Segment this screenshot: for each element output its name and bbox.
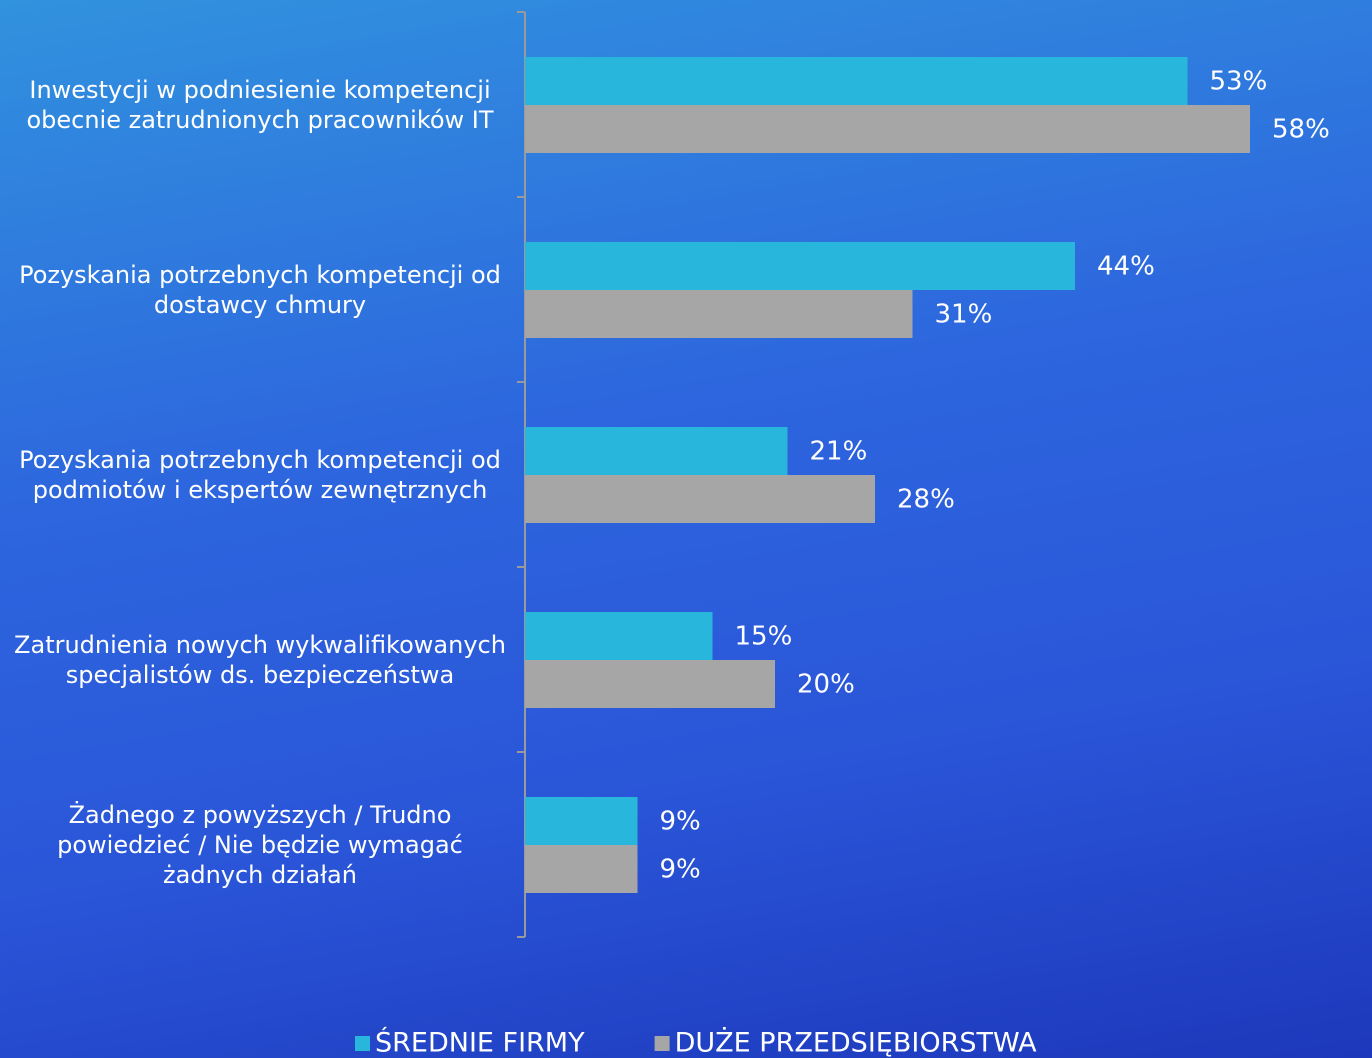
- category-label-box: Żadnego z powyższych / Trudno powiedzieć…: [0, 752, 520, 937]
- value-label: 58%: [1272, 115, 1330, 145]
- bar: [525, 797, 638, 845]
- bar: [525, 660, 775, 708]
- value-label: 44%: [1097, 252, 1155, 282]
- legend-label: ŚREDNIE FIRMY: [375, 1027, 585, 1058]
- category-label: Żadnego z powyższych / Trudno powiedzieć…: [57, 800, 463, 889]
- value-label: 21%: [810, 437, 868, 467]
- bar: [525, 242, 1075, 290]
- value-label: 20%: [797, 670, 855, 700]
- bar: [525, 427, 788, 475]
- legend-label: DUŻE PRZEDSIĘBIORSTWA: [675, 1027, 1038, 1058]
- bar: [525, 475, 875, 523]
- category-label-box: Pozyskania potrzebnych kompetencji od do…: [0, 197, 520, 382]
- value-label: 28%: [897, 485, 955, 515]
- category-label: Pozyskania potrzebnych kompetencji od do…: [19, 260, 501, 319]
- category-label: Inwestycji w podniesienie kompetencji ob…: [26, 75, 494, 134]
- value-label: 53%: [1210, 67, 1268, 97]
- category-label: Zatrudnienia nowych wykwalifikowanych sp…: [14, 630, 506, 689]
- legend-swatch: [355, 1036, 370, 1051]
- category-label-box: Inwestycji w podniesienie kompetencji ob…: [0, 12, 520, 197]
- category-label-box: Pozyskania potrzebnych kompetencji od po…: [0, 382, 520, 567]
- value-label: 31%: [935, 300, 993, 330]
- bar: [525, 845, 638, 893]
- value-label: 15%: [735, 622, 793, 652]
- legend-swatch: [654, 1036, 670, 1051]
- bar: [525, 105, 1250, 153]
- category-label: Pozyskania potrzebnych kompetencji od po…: [19, 445, 501, 504]
- category-label-box: Zatrudnienia nowych wykwalifikowanych sp…: [0, 567, 520, 752]
- bar: [525, 290, 913, 338]
- value-label: 9%: [660, 855, 701, 885]
- bar: [525, 612, 713, 660]
- value-label: 9%: [660, 807, 701, 837]
- bar: [525, 57, 1188, 105]
